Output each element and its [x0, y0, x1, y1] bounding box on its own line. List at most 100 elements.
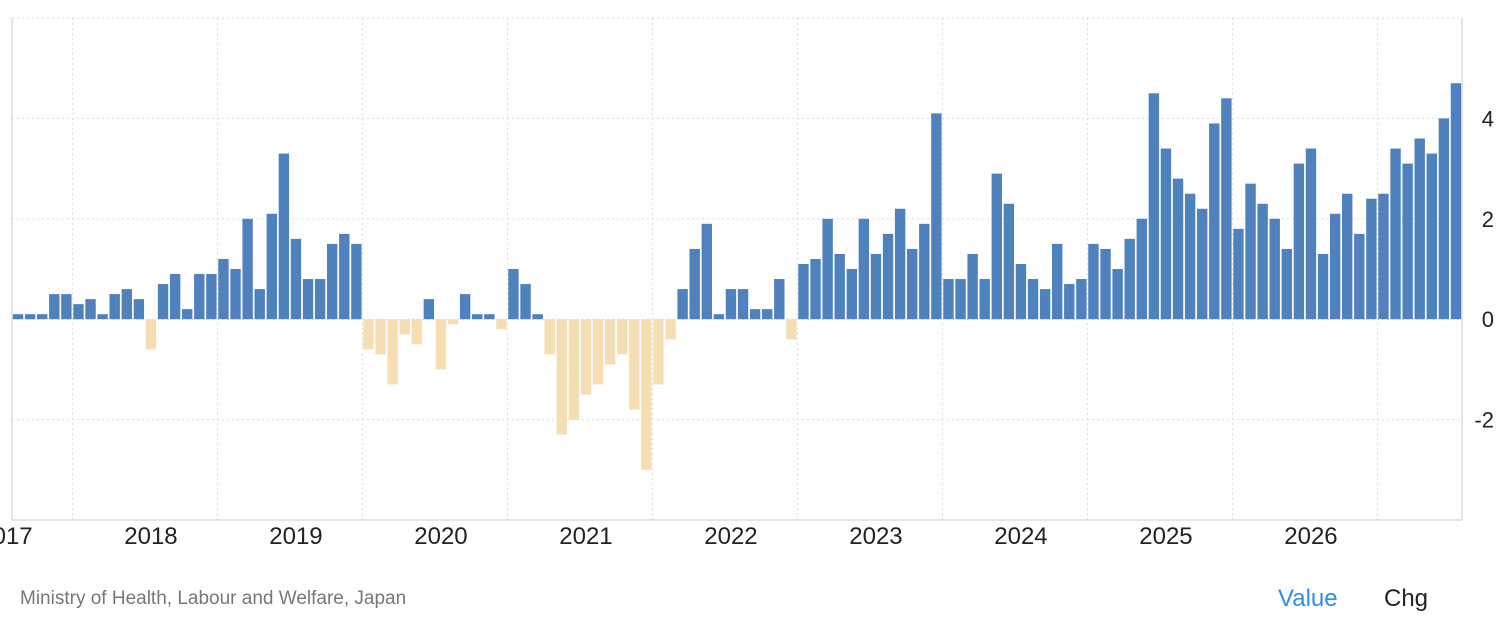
bar	[133, 299, 145, 320]
bar	[1438, 118, 1450, 320]
bar	[387, 319, 398, 385]
x-tick-label: 2018	[124, 523, 177, 550]
bar	[1209, 123, 1220, 320]
bar	[858, 218, 870, 320]
bar	[604, 319, 616, 365]
bar	[1390, 148, 1401, 320]
bar	[1064, 284, 1075, 320]
bar	[725, 289, 737, 320]
bar	[882, 233, 894, 320]
bar	[907, 248, 918, 320]
x-tick-label: 2024	[994, 523, 1047, 550]
bar	[520, 284, 531, 320]
x-tick-label: 2022	[704, 523, 757, 550]
bar	[532, 314, 543, 320]
bar	[230, 269, 241, 320]
x-tick-label: 2023	[849, 523, 902, 550]
bar	[943, 279, 954, 320]
bar	[580, 319, 592, 395]
bar	[713, 314, 725, 320]
bar	[411, 319, 422, 345]
bar	[1281, 248, 1292, 320]
bar	[834, 253, 845, 320]
bar	[49, 294, 60, 320]
bar	[701, 223, 712, 320]
bar	[1015, 263, 1027, 320]
bar	[218, 258, 229, 320]
bar	[121, 289, 132, 320]
bar	[339, 233, 350, 320]
bar	[762, 309, 773, 320]
bar	[1366, 198, 1377, 320]
bar	[206, 274, 217, 320]
bar	[1305, 148, 1317, 320]
bar	[1245, 183, 1256, 320]
bar	[459, 294, 471, 320]
chg-toggle[interactable]: Chg	[1384, 585, 1429, 612]
bar	[919, 223, 930, 320]
bar	[194, 274, 205, 320]
bar	[1233, 228, 1244, 320]
bar	[435, 319, 447, 370]
bar	[979, 279, 990, 320]
bar	[97, 314, 108, 320]
bar	[399, 319, 410, 335]
bar	[822, 218, 833, 320]
bar	[786, 319, 797, 340]
bar	[254, 289, 265, 320]
bar	[894, 208, 906, 320]
bar	[846, 269, 857, 320]
bar	[1172, 178, 1184, 320]
bar	[749, 309, 761, 320]
bar	[242, 218, 253, 320]
bar	[85, 299, 96, 320]
y-tick-label: 4	[1482, 106, 1494, 131]
x-tick-label: 2019	[269, 523, 322, 550]
bar	[1039, 289, 1051, 320]
bar	[592, 319, 604, 385]
bar	[641, 319, 652, 470]
bar-chart: -2024 2017201820192020202120222023202420…	[0, 17, 1494, 550]
bar	[1402, 163, 1413, 320]
bar	[375, 319, 386, 355]
chart-footer: Ministry of Health, Labour and Welfare, …	[0, 572, 1500, 622]
y-tick-label: 2	[1482, 207, 1494, 232]
bar	[1184, 193, 1196, 320]
y-tick-label: -2	[1474, 408, 1494, 433]
bar	[508, 269, 519, 320]
value-toggle[interactable]: Value	[1278, 585, 1338, 612]
grid-lines	[12, 17, 1462, 520]
bar	[1148, 93, 1160, 320]
bar	[931, 113, 942, 320]
bar-series	[12, 83, 1462, 470]
bar	[810, 258, 821, 320]
y-tick-label: 0	[1482, 307, 1494, 332]
bar	[1414, 138, 1425, 320]
bar	[423, 299, 435, 320]
bar	[472, 314, 483, 320]
bar	[496, 319, 507, 330]
bar	[1112, 269, 1123, 320]
bar	[1088, 243, 1099, 320]
bar	[351, 243, 362, 320]
bar	[798, 263, 809, 320]
bar	[1378, 193, 1389, 320]
bar	[991, 173, 1002, 320]
bar	[1269, 218, 1280, 320]
bar	[1342, 193, 1353, 320]
bar	[1293, 163, 1305, 320]
bar	[1076, 279, 1087, 320]
bar	[290, 238, 302, 320]
bar	[157, 284, 169, 320]
chart-area: -2024 2017201820192020202120222023202420…	[0, 17, 1494, 550]
bar	[1221, 98, 1232, 320]
bar	[302, 279, 314, 320]
source-label: Ministry of Health, Labour and Welfare, …	[20, 588, 407, 609]
bar	[169, 274, 181, 320]
bar	[109, 294, 120, 320]
bar	[967, 253, 978, 320]
bar	[677, 289, 688, 320]
bar	[1160, 148, 1172, 320]
x-tick-label: 2025	[1139, 523, 1192, 550]
bar	[1136, 218, 1147, 320]
